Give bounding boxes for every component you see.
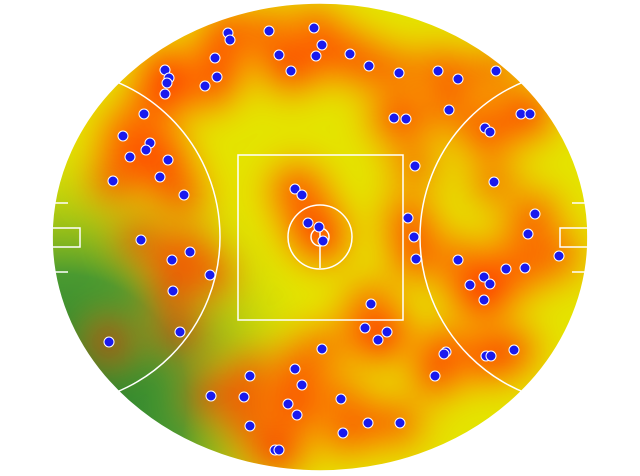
point (432, 65, 444, 77)
point (159, 88, 171, 100)
point (238, 391, 250, 403)
point (519, 262, 531, 274)
point (316, 343, 328, 355)
point (408, 231, 420, 243)
point (184, 246, 196, 258)
point (166, 254, 178, 266)
centre-square (237, 154, 404, 321)
right-arc (419, 68, 588, 406)
point (388, 112, 400, 124)
point (199, 80, 211, 92)
point (211, 71, 223, 83)
point (162, 154, 174, 166)
point (500, 263, 512, 275)
right-goal-square (559, 227, 589, 248)
point (296, 189, 308, 201)
point (464, 279, 476, 291)
point (400, 113, 412, 125)
left-arc (52, 68, 221, 406)
point (488, 176, 500, 188)
point (204, 269, 216, 281)
point (263, 25, 275, 37)
point (335, 393, 347, 405)
point (296, 379, 308, 391)
point (289, 183, 301, 195)
point (553, 250, 565, 262)
point (209, 52, 221, 64)
point (365, 298, 377, 310)
point (107, 175, 119, 187)
point (103, 336, 115, 348)
point (140, 144, 152, 156)
point (178, 189, 190, 201)
point (524, 108, 536, 120)
point (359, 322, 371, 334)
point (344, 48, 356, 60)
point (205, 390, 217, 402)
point (316, 39, 328, 51)
point (381, 326, 393, 338)
point (508, 344, 520, 356)
point (485, 350, 497, 362)
point (410, 253, 422, 265)
point (372, 334, 384, 346)
point (478, 271, 490, 283)
point (244, 370, 256, 382)
point (135, 234, 147, 246)
point (363, 60, 375, 72)
point (138, 108, 150, 120)
point (402, 212, 414, 224)
point (394, 417, 406, 429)
point (282, 398, 294, 410)
point (452, 73, 464, 85)
point (313, 221, 325, 233)
point (337, 427, 349, 439)
point (490, 65, 502, 77)
point (289, 363, 301, 375)
point (224, 34, 236, 46)
point (161, 77, 173, 89)
point (478, 294, 490, 306)
point (522, 228, 534, 240)
point (167, 285, 179, 297)
point (302, 217, 314, 229)
point (273, 444, 285, 456)
point (529, 208, 541, 220)
point (244, 420, 256, 432)
point (438, 348, 450, 360)
point (154, 171, 166, 183)
point (409, 160, 421, 172)
point (174, 326, 186, 338)
point (273, 49, 285, 61)
point (285, 65, 297, 77)
point (117, 130, 129, 142)
point (310, 50, 322, 62)
centre-circle (287, 204, 353, 270)
point (484, 126, 496, 138)
point (393, 67, 405, 79)
point (291, 409, 303, 421)
point (317, 235, 329, 247)
point (452, 254, 464, 266)
points (103, 22, 565, 456)
point (308, 22, 320, 34)
point (362, 417, 374, 429)
point (124, 151, 136, 163)
point (443, 104, 455, 116)
point (429, 370, 441, 382)
left-goal-square (51, 227, 81, 248)
arcs (52, 68, 588, 406)
field-lines (51, 2, 589, 472)
point (484, 278, 496, 290)
